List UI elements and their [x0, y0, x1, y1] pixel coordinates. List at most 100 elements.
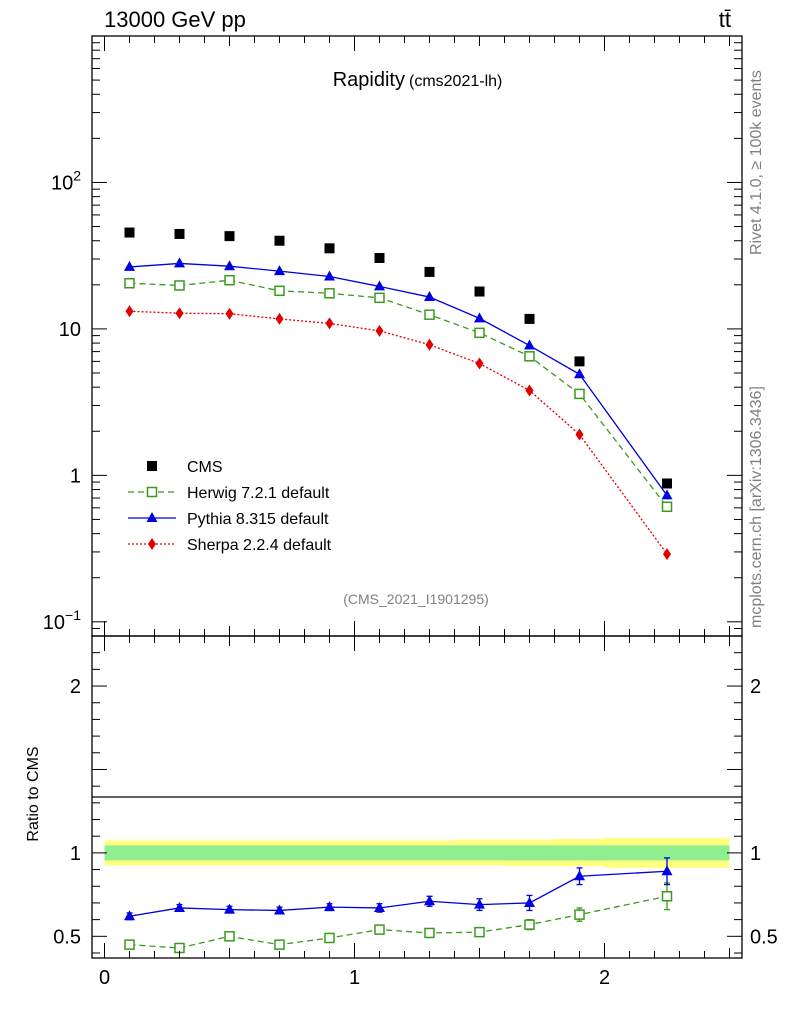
herwig-point — [174, 280, 185, 291]
y-tick-label: 102 — [51, 167, 81, 194]
process-label: tt̄ — [719, 7, 731, 32]
legend-herwig-marker — [146, 486, 158, 498]
sherpa-point — [125, 305, 134, 318]
x-tick-label: 2 — [599, 967, 610, 989]
legend-cms-marker — [147, 461, 157, 471]
herwig-point — [124, 277, 135, 289]
cms-point — [474, 286, 485, 297]
ratio-uncertainty-bands — [104, 837, 730, 868]
sherpa-point — [375, 324, 384, 337]
herwig-point — [374, 292, 385, 304]
pythia-point — [424, 291, 435, 302]
sherpa-point — [325, 317, 334, 330]
pythia-ratio-point — [274, 904, 285, 915]
pythia-ratio-point — [474, 898, 485, 909]
pythia-ratio-point — [324, 901, 335, 912]
legend-sherpa-label: Sherpa 2.2.4 default — [187, 537, 332, 554]
herwig-point — [274, 285, 285, 297]
mcplots-reference-label: mcplots.cern.ch [arXiv:1306.3436] — [748, 386, 765, 628]
pythia-point — [661, 489, 673, 500]
pythia-point — [474, 312, 485, 323]
pythia-point — [224, 260, 235, 271]
ratio-frame — [91, 635, 743, 959]
legend: CMS Herwig 7.2.1 default Pythia 8.315 defa… — [128, 459, 332, 554]
pythia-ratio-point — [424, 895, 435, 906]
pythia-ratio-point — [574, 870, 585, 881]
pythia-ratio-point — [124, 910, 135, 921]
ratio-ylabel: Ratio to CMS — [25, 746, 42, 841]
ratio-y-tick-label-left: 1 — [70, 843, 81, 865]
rivet-version-label: Rivet 4.1.0, ≥ 100k events — [748, 70, 765, 255]
sherpa-point — [175, 307, 184, 320]
legend-sherpa-marker — [148, 538, 156, 550]
pythia-ratio-point — [224, 903, 235, 914]
sherpa-point — [225, 307, 234, 320]
herwig-point — [324, 288, 335, 299]
herwig-ratio-point — [524, 919, 535, 930]
pythia-point — [574, 368, 585, 379]
stat-uncertainty-band — [104, 845, 730, 861]
cms-point — [424, 266, 435, 277]
cms-point — [224, 231, 235, 242]
sherpa-point — [575, 428, 584, 441]
herwig-ratio-line — [129, 895, 668, 949]
y-tick-label: 10−1 — [43, 607, 81, 634]
herwig-point — [661, 501, 673, 513]
energy-label: 13000 GeV pp — [104, 7, 246, 32]
ratio-panel: 0.5 0.5 1 1 2 2 0 1 2 Ratio to CMS — [25, 635, 778, 989]
ratio-series-lines — [129, 870, 668, 949]
sherpa-point — [425, 338, 434, 351]
main-series-markers — [124, 227, 673, 561]
herwig-point — [524, 351, 535, 362]
cms-point — [374, 252, 385, 263]
legend-herwig-label: Herwig 7.2.1 default — [187, 485, 330, 502]
herwig-point — [224, 274, 235, 286]
x-tick-label: 0 — [99, 967, 110, 989]
x-tick-label: 1 — [349, 967, 360, 989]
sherpa-point — [275, 312, 284, 325]
cms-point — [174, 228, 185, 239]
herwig-ratio-point — [374, 924, 385, 935]
ratio-y-tick-label-right: 2 — [750, 676, 761, 698]
herwig-point — [474, 327, 485, 339]
herwig-ratio-point — [324, 932, 335, 944]
ratio-y-tick-label-left: 2 — [70, 676, 81, 698]
ratio-y-tick-label-right: 1 — [750, 843, 761, 865]
sherpa-point — [475, 357, 484, 370]
cms-point — [574, 356, 585, 367]
pythia-point — [374, 280, 385, 291]
pythia-point — [274, 265, 285, 276]
pythia-point — [524, 339, 535, 350]
pythia-ratio-point — [661, 865, 673, 876]
herwig-ratio-point — [661, 891, 673, 902]
ratio-y-tick-label-left: 0.5 — [53, 926, 81, 948]
ratio-series-markers — [124, 857, 673, 954]
main-panel: Rapidity (cms2021-lh) (CMS_2021_I1901295… — [43, 35, 743, 637]
legend-pythia-marker — [146, 512, 158, 522]
pythia-point — [174, 257, 185, 268]
pythia-point — [124, 260, 135, 271]
y-tick-label: 1 — [70, 465, 81, 487]
chart-subtitle: (cms2021-lh) — [409, 73, 502, 90]
pythia-ratio-point — [174, 901, 185, 912]
herwig-ratio-point — [474, 926, 485, 938]
chart-title: Rapidity — [333, 69, 405, 91]
pythia-ratio-point — [374, 901, 385, 912]
pythia-ratio-line — [129, 870, 668, 917]
pythia-ratio-point — [524, 896, 535, 907]
main-axes: 10−1 1 10 102 — [43, 35, 743, 637]
analysis-tag: (CMS_2021_I1901295) — [343, 591, 489, 607]
herwig-ratio-point — [424, 927, 435, 939]
legend-cms-label: CMS — [187, 459, 223, 476]
pythia-point — [324, 270, 335, 281]
legend-pythia-label: Pythia 8.315 default — [187, 511, 329, 528]
ratio-y-tick-label-right: 0.5 — [750, 926, 778, 948]
cms-point — [274, 235, 285, 246]
herwig-ratio-point — [274, 939, 285, 950]
herwig-ratio-point — [224, 931, 235, 942]
cms-point — [324, 243, 335, 254]
herwig-point — [574, 388, 585, 400]
cms-point — [124, 227, 135, 238]
sherpa-point — [663, 548, 671, 561]
